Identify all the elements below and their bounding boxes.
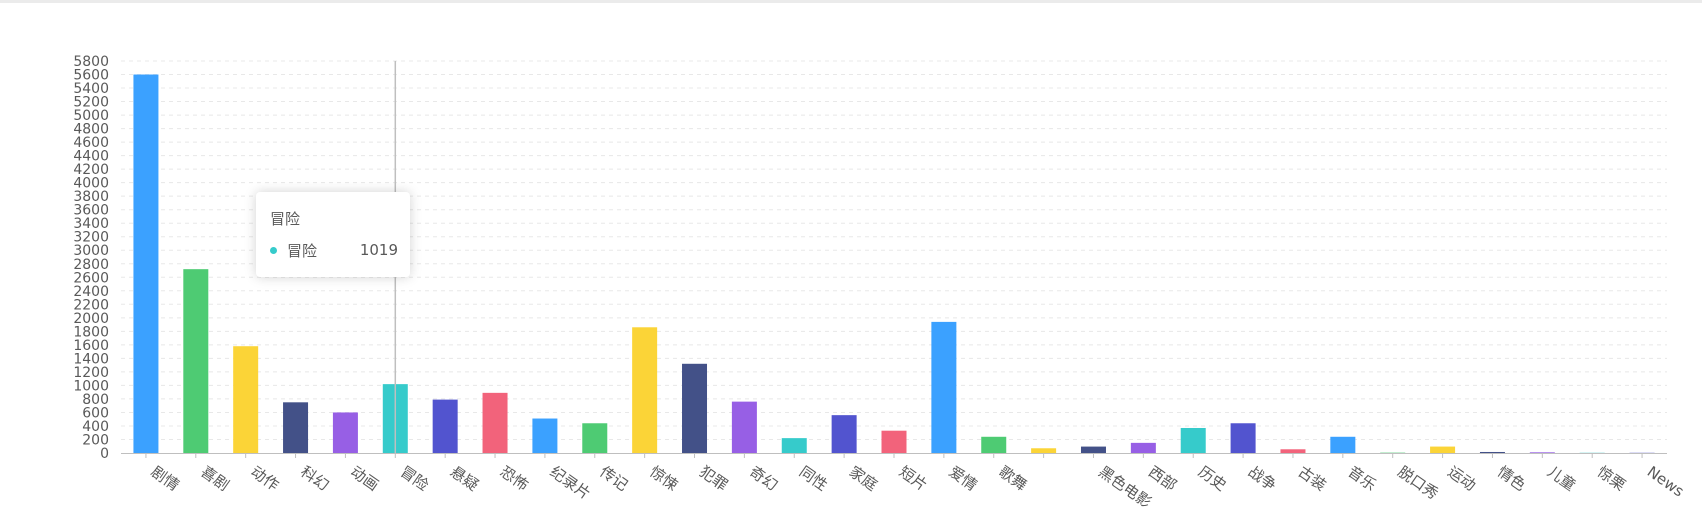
y-tick-label: 1400 <box>73 351 109 367</box>
x-tick-label: 犯罪 <box>696 463 731 495</box>
tooltip-value: 1019 <box>359 241 398 259</box>
y-tick-label: 5600 <box>73 68 109 84</box>
x-tick-label: 剧情 <box>148 463 183 495</box>
x-tick-label: 黑色电影 <box>1095 463 1154 512</box>
tooltip-marker-icon <box>270 246 277 254</box>
x-tick-label: 惊悚 <box>646 463 681 495</box>
bar <box>1130 442 1156 453</box>
x-tick-label: 歌舞 <box>995 463 1030 495</box>
x-tick-label: 惊栗 <box>1594 463 1629 495</box>
y-tick-label: 1200 <box>73 365 109 381</box>
x-tick-label: 冒险 <box>397 463 432 495</box>
x-tick-label: 悬疑 <box>447 463 482 495</box>
x-tick-label: 纪录片 <box>547 463 594 504</box>
y-tick-label: 3600 <box>73 203 109 219</box>
x-tick-label: 短片 <box>896 463 931 495</box>
y-tick-label: 1000 <box>73 378 109 394</box>
tooltip: 冒险 冒险 1019 <box>256 192 410 277</box>
y-tick-label: 2400 <box>73 284 109 300</box>
x-tick-label: 古装 <box>1295 463 1330 495</box>
y-tick-label: 3400 <box>73 216 109 232</box>
y-tick-label: 3200 <box>73 230 109 246</box>
y-tick-label: 4000 <box>73 176 109 192</box>
x-tick-label: 运动 <box>1444 463 1479 495</box>
y-tick-label: 4600 <box>73 135 109 151</box>
bar <box>482 392 508 453</box>
bar <box>432 399 458 453</box>
bar <box>881 430 907 453</box>
y-tick-label: 2000 <box>73 311 109 327</box>
x-tick-label: 动画 <box>347 463 382 495</box>
y-tick-label: 5800 <box>73 54 109 70</box>
y-tick-label: 400 <box>82 419 109 435</box>
x-tick-label: 恐怖 <box>497 463 532 495</box>
y-tick-label: 200 <box>82 432 109 448</box>
x-tick-label: 脱口秀 <box>1394 463 1441 504</box>
tooltip-row: 冒险 1019 <box>270 240 398 260</box>
bar <box>831 415 857 453</box>
bar <box>1080 446 1106 453</box>
tooltip-series-name: 冒险 <box>287 241 318 260</box>
bar <box>1479 451 1505 453</box>
y-tick-label: 5000 <box>73 108 109 124</box>
x-tick-label: 西部 <box>1145 463 1180 495</box>
y-tick-label: 2600 <box>73 270 109 286</box>
bar <box>632 327 658 453</box>
bar <box>532 418 558 453</box>
top-border <box>0 0 1702 3</box>
y-tick-label: 1600 <box>73 338 109 354</box>
x-tick-label: 动作 <box>247 463 282 495</box>
y-tick-label: 5400 <box>73 81 109 97</box>
x-tick-label: 音乐 <box>1345 463 1380 495</box>
tooltip-title: 冒险 <box>270 210 301 228</box>
x-axis: 剧情 喜剧 动作 科幻 动画 冒险 悬疑 恐怖 纪录片 传记 惊悚 犯罪 奇幻 同性 家庭 短片 爱情 歌舞 黑色电… <box>145 453 1688 512</box>
y-tick-label: 3000 <box>73 243 109 259</box>
bar <box>1430 446 1456 453</box>
x-tick-label: 战争 <box>1245 463 1280 495</box>
y-tick-label: 5200 <box>73 95 109 111</box>
y-tick-label: 4800 <box>73 122 109 138</box>
x-tick-label: 科幻 <box>297 463 332 495</box>
bar <box>731 401 757 453</box>
y-tick-label: 600 <box>82 405 109 421</box>
bar <box>1280 449 1306 453</box>
y-tick-label: 4200 <box>73 162 109 178</box>
x-tick-label: 爱情 <box>946 463 981 495</box>
x-tick-label: 情色 <box>1494 463 1529 495</box>
x-tick-label: News <box>1644 463 1688 501</box>
bar <box>1330 436 1356 453</box>
bar <box>1529 452 1555 453</box>
y-tick-label: 2200 <box>73 297 109 313</box>
bar <box>332 412 358 453</box>
bar <box>682 363 708 453</box>
bar <box>1031 448 1057 453</box>
bar <box>981 436 1007 453</box>
x-tick-label: 历史 <box>1195 463 1230 495</box>
x-tick-label: 奇幻 <box>746 463 781 495</box>
y-tick-label: 3800 <box>73 189 109 205</box>
x-tick-label: 儿童 <box>1544 463 1579 495</box>
bar <box>781 438 807 453</box>
y-tick-label: 0 <box>100 446 109 462</box>
y-tick-label: 800 <box>82 392 109 408</box>
x-tick-label: 喜剧 <box>198 463 233 495</box>
x-tick-label: 家庭 <box>846 463 881 495</box>
x-tick-label: 传记 <box>596 463 631 495</box>
y-tick-label: 4400 <box>73 149 109 165</box>
bar <box>931 321 957 453</box>
x-tick-label: 同性 <box>796 463 831 495</box>
y-tick-label: 2800 <box>73 257 109 273</box>
y-tick-label: 1800 <box>73 324 109 340</box>
bar <box>582 423 608 453</box>
bar <box>233 346 259 453</box>
bar <box>283 402 309 453</box>
bar <box>133 74 159 453</box>
bar-series <box>133 74 1655 453</box>
bar <box>183 269 209 453</box>
bar <box>1230 423 1256 453</box>
y-axis: 0200400600800100012001400160018002000220… <box>73 54 109 462</box>
bar <box>1180 427 1206 453</box>
